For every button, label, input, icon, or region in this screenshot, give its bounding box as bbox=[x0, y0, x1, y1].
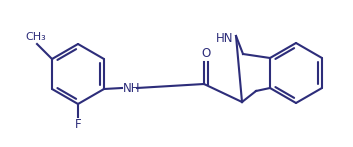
Text: CH₃: CH₃ bbox=[26, 32, 46, 42]
Text: O: O bbox=[201, 47, 210, 60]
Text: HN: HN bbox=[216, 32, 233, 45]
Text: NH: NH bbox=[123, 81, 140, 95]
Text: F: F bbox=[75, 118, 81, 131]
